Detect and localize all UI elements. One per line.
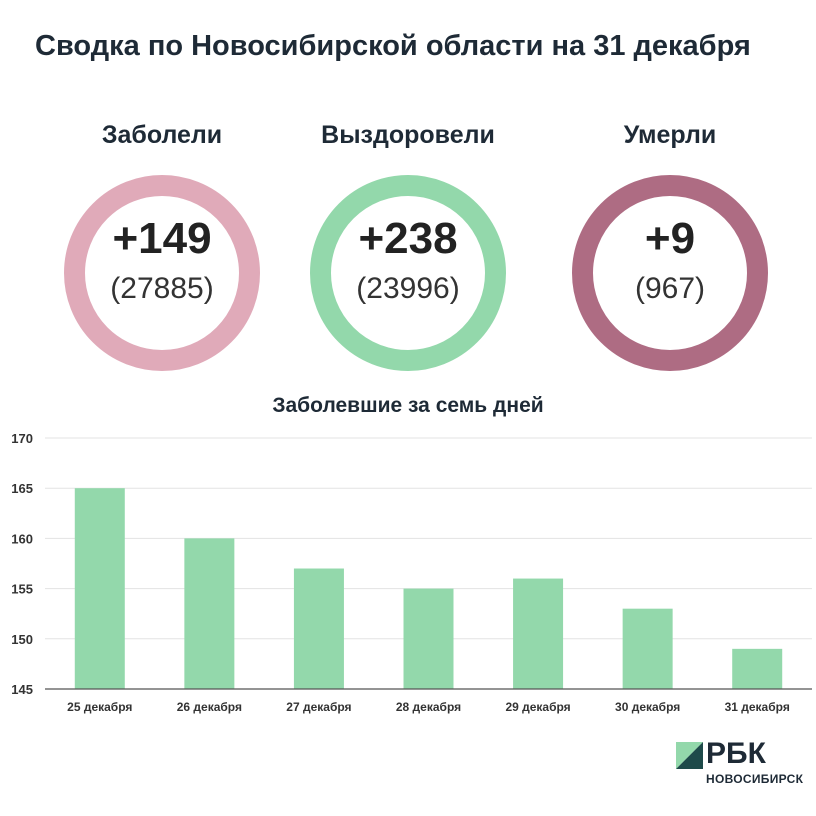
x-tick-label: 29 декабря [505, 700, 570, 714]
stat-recovered-label: Выздоровели [321, 121, 495, 149]
stat-deaths: Умерли +9 (967) [560, 118, 780, 371]
bar [513, 578, 564, 689]
stat-infected-total: (27885) [110, 272, 214, 305]
rbc-logo: РБК НОВОСИБИРСК [676, 738, 816, 792]
rbc-logo-name: РБК [706, 737, 766, 770]
bar [293, 568, 344, 689]
bar [622, 608, 673, 689]
stat-deaths-label: Умерли [623, 121, 717, 149]
x-tick-label: 30 декабря [615, 700, 680, 714]
stat-infected-value: +149 [112, 214, 212, 263]
bar-chart: 145 150 155 160 165 170 25 декабря 26 декабря 27… [11, 431, 812, 714]
rbc-logo-city: НОВОСИБИРСК [706, 772, 804, 786]
stat-infected-ring: +149 (27885) [64, 175, 260, 371]
bar [74, 488, 125, 689]
x-tick-label: 31 декабря [725, 700, 790, 714]
stat-recovered: Выздоровели +238 (23996) [298, 118, 518, 371]
stat-infected: Заболели +149 (27885) [52, 118, 272, 371]
y-tick-label: 145 [11, 682, 33, 697]
bar [184, 538, 235, 689]
y-tick-label: 165 [11, 481, 33, 496]
y-tick-label: 160 [11, 531, 33, 546]
y-tick-label: 155 [11, 582, 33, 597]
bar [732, 648, 783, 689]
x-tick-label: 25 декабря [67, 700, 132, 714]
y-tick-label: 170 [11, 431, 33, 446]
stat-recovered-value: +238 [358, 214, 458, 263]
rbc-logo-mark-icon [676, 742, 703, 769]
page-title: Сводка по Новосибирской области на 31 де… [35, 30, 751, 62]
x-tick-label: 28 декабря [396, 700, 461, 714]
stat-deaths-ring: +9 (967) [572, 175, 768, 371]
bar [403, 588, 454, 689]
stat-recovered-ring: +238 (23996) [310, 175, 506, 371]
y-tick-label: 150 [11, 632, 33, 647]
chart-title: Заболевшие за семь дней [272, 394, 544, 417]
stat-infected-label: Заболели [101, 121, 223, 149]
x-tick-label: 26 декабря [177, 700, 242, 714]
stat-deaths-value: +9 [644, 214, 696, 263]
stat-recovered-total: (23996) [356, 272, 460, 305]
stat-deaths-total: (967) [634, 272, 706, 305]
x-tick-label: 27 декабря [286, 700, 351, 714]
